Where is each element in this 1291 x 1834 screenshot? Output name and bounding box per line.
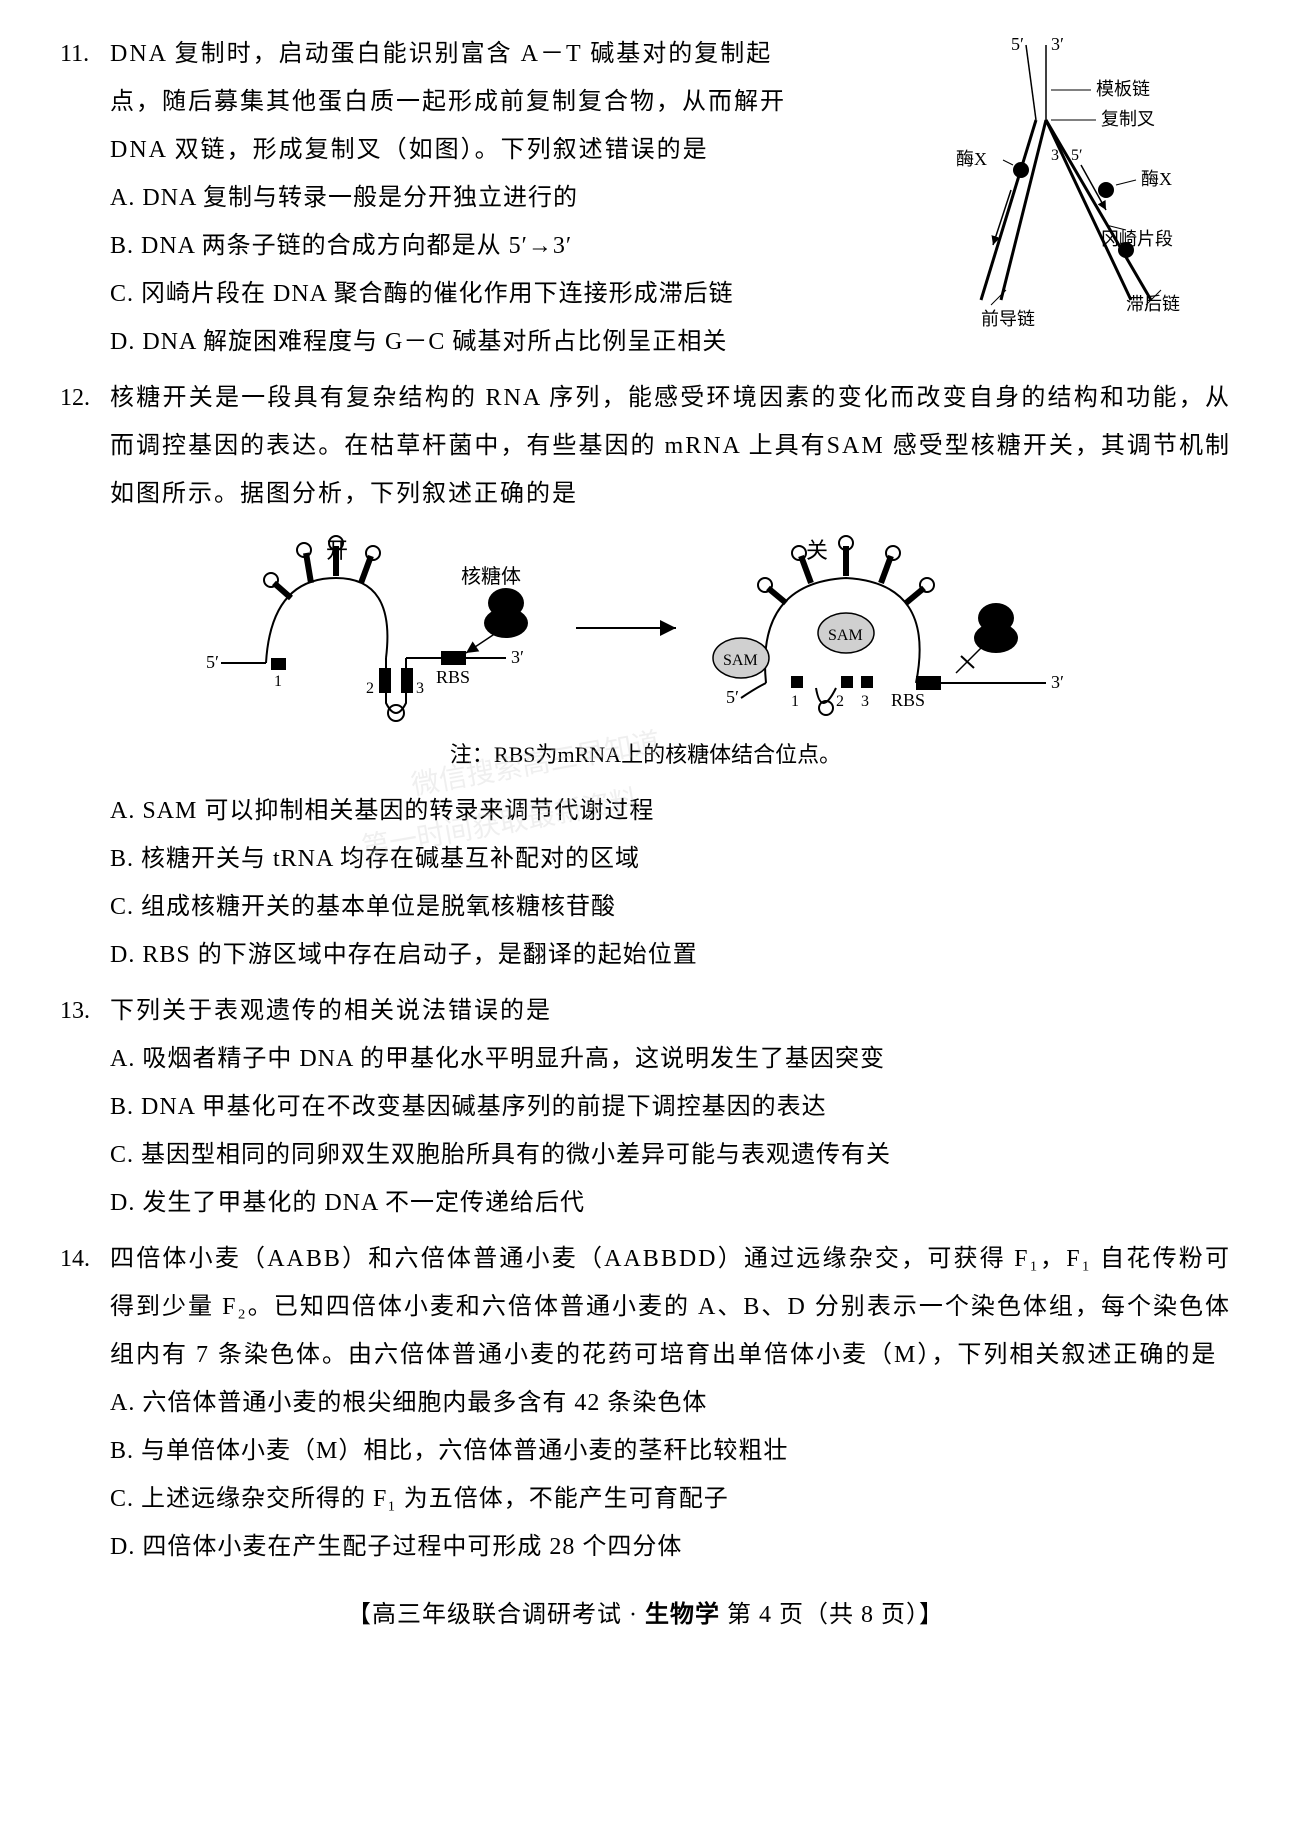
label-num1-l: 1 xyxy=(274,673,282,690)
q11-text-line1: DNA 复制时，启动蛋白能识别富含 A－T 碱基对的复制起 xyxy=(110,30,941,78)
label-5p-top: 5′ xyxy=(1011,34,1024,54)
q13-option-b: B. DNA 甲基化可在不改变基因碱基序列的前提下调控基因的表达 xyxy=(110,1083,1231,1131)
q12-option-b: B. 核糖开关与 tRNA 均存在碱基互补配对的区域 xyxy=(110,835,1231,883)
question-12: 12. 核糖开关是一段具有复杂结构的 RNA 序列，能感受环境因素的变化而改变自… xyxy=(60,374,1231,979)
footer-subject: 生物学 xyxy=(645,1602,727,1628)
q14-number: 14. xyxy=(60,1235,110,1283)
q14-option-c: C. 上述远缘杂交所得的 F₁ 为五倍体，不能产生可育配子 xyxy=(110,1475,1231,1523)
q11-option-b: B. DNA 两条子链的合成方向都是从 5′→3′ xyxy=(110,222,941,270)
q14-option-a: A. 六倍体普通小麦的根尖细胞内最多含有 42 条染色体 xyxy=(110,1379,1231,1427)
q12-text: 核糖开关是一段具有复杂结构的 RNA 序列，能感受环境因素的变化而改变自身的结构… xyxy=(110,374,1231,518)
q12-option-c: C. 组成核糖开关的基本单位是脱氧核糖核苷酸 xyxy=(110,883,1231,931)
footer-prefix: 【高三年级联合调研考试 · xyxy=(347,1602,638,1628)
q13-text: 下列关于表观遗传的相关说法错误的是 xyxy=(110,987,1231,1035)
label-template: 模板链 xyxy=(1096,79,1150,99)
q12-option-a: A. SAM 可以抑制相关基因的转录来调节代谢过程 xyxy=(110,787,1231,835)
label-num1-r: 1 xyxy=(791,693,799,710)
label-sam-inside: SAM xyxy=(828,627,863,644)
label-3p-l: 3′ xyxy=(511,647,524,667)
q12-option-d: D. RBS 的下游区域中存在启动子，是翻译的起始位置 xyxy=(110,931,1231,979)
label-3p-top: 3′ xyxy=(1051,34,1064,54)
q12-number: 12. xyxy=(60,374,110,422)
q11-option-a: A. DNA 复制与转录一般是分开独立进行的 xyxy=(110,174,941,222)
q11-number: 11. xyxy=(60,30,110,78)
q13-option-c: C. 基因型相同的同卵双生双胞胎所具有的微小差异可能与表观遗传有关 xyxy=(110,1131,1231,1179)
q13-number: 13. xyxy=(60,987,110,1035)
label-3p-mid: 3′ xyxy=(1051,147,1063,164)
q13-option-d: D. 发生了甲基化的 DNA 不一定传递给后代 xyxy=(110,1179,1231,1227)
q11-option-d: D. DNA 解旋困难程度与 G－C 碱基对所占比例呈正相关 xyxy=(110,318,941,366)
label-lagging: 滞后链 xyxy=(1126,294,1180,314)
label-num2-r: 2 xyxy=(836,693,844,710)
label-rbs-l: RBS xyxy=(436,667,470,687)
label-num3-l: 3 xyxy=(416,680,424,697)
q11-text-line3: DNA 双链，形成复制叉（如图）。下列叙述错误的是 xyxy=(110,126,941,174)
q12-diagram: 开 5′ 1 2 3 RBS xyxy=(60,528,1231,777)
label-3p-r: 3′ xyxy=(1051,672,1064,692)
label-okazaki: 冈崎片段 xyxy=(1101,229,1173,249)
q11-diagram: 5′ 3′ 模板链 复制叉 酶X 3′ 5′ xyxy=(951,30,1231,366)
label-closed: 关 xyxy=(806,538,828,563)
label-num3-r: 3 xyxy=(861,693,869,710)
label-fork: 复制叉 xyxy=(1101,109,1155,129)
label-5p-r: 5′ xyxy=(726,687,739,707)
q11-option-c: C. 冈崎片段在 DNA 聚合酶的催化作用下连接形成滞后链 xyxy=(110,270,941,318)
label-5p-mid: 5′ xyxy=(1071,147,1083,164)
label-ribosome: 核糖体 xyxy=(461,565,521,588)
question-14: 14. 四倍体小麦（AABB）和六倍体普通小麦（AABBDD）通过远缘杂交，可获… xyxy=(60,1235,1231,1571)
label-5p-left: 5′ xyxy=(206,652,219,672)
q12-diagram-note: 注：RBS为mRNA上的核糖体结合位点。 xyxy=(60,733,1231,777)
label-rbs-r: RBS xyxy=(891,690,925,710)
q14-option-d: D. 四倍体小麦在产生配子过程中可形成 28 个四分体 xyxy=(110,1523,1231,1571)
label-sam-outside: SAM xyxy=(723,652,758,669)
label-leading: 前导链 xyxy=(981,309,1035,329)
label-enzyme-x-right: 酶X xyxy=(1141,169,1172,189)
label-enzyme-x-left: 酶X xyxy=(956,149,987,169)
page-footer: 【高三年级联合调研考试 · 生物学 第 4 页（共 8 页）】 xyxy=(60,1591,1231,1639)
q14-text: 四倍体小麦（AABB）和六倍体普通小麦（AABBDD）通过远缘杂交，可获得 F₁… xyxy=(110,1235,1231,1379)
question-11: 11. DNA 复制时，启动蛋白能识别富含 A－T 碱基对的复制起 点，随后募集… xyxy=(60,30,1231,366)
label-num2-l: 2 xyxy=(366,680,374,697)
q11-text-line2: 点，随后募集其他蛋白质一起形成前复制复合物，从而解开 xyxy=(110,78,941,126)
footer-page: 第 4 页（共 8 页）】 xyxy=(727,1602,944,1628)
q14-option-b: B. 与单倍体小麦（M）相比，六倍体普通小麦的茎秆比较粗壮 xyxy=(110,1427,1231,1475)
q13-option-a: A. 吸烟者精子中 DNA 的甲基化水平明显升高，这说明发生了基因突变 xyxy=(110,1035,1231,1083)
question-13: 13. 下列关于表观遗传的相关说法错误的是 A. 吸烟者精子中 DNA 的甲基化… xyxy=(60,987,1231,1227)
